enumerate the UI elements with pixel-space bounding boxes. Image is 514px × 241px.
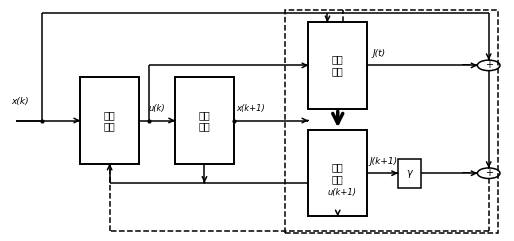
Text: 被控
对象: 被控 对象 (198, 110, 210, 131)
Text: J(t): J(t) (372, 49, 386, 58)
Bar (285, 10, 498, 233)
Bar (175, 77, 234, 164)
Text: x(k+1): x(k+1) (236, 104, 265, 113)
Bar (308, 130, 367, 216)
Text: u(k): u(k) (149, 104, 166, 113)
Text: 评价
网络: 评价 网络 (332, 162, 344, 184)
Text: x(k): x(k) (11, 97, 29, 106)
Text: J(k+1): J(k+1) (370, 157, 398, 166)
Text: −: − (461, 59, 471, 72)
Bar (398, 159, 421, 187)
Text: −: − (461, 167, 471, 180)
Bar (308, 22, 367, 108)
Text: +: + (485, 168, 493, 178)
Text: γ: γ (407, 168, 412, 178)
Text: 评价
网络: 评价 网络 (332, 55, 344, 76)
Text: +: + (485, 60, 493, 70)
Text: 执行
网络: 执行 网络 (104, 110, 116, 131)
Text: u(k+1): u(k+1) (327, 188, 357, 197)
Bar (80, 77, 139, 164)
